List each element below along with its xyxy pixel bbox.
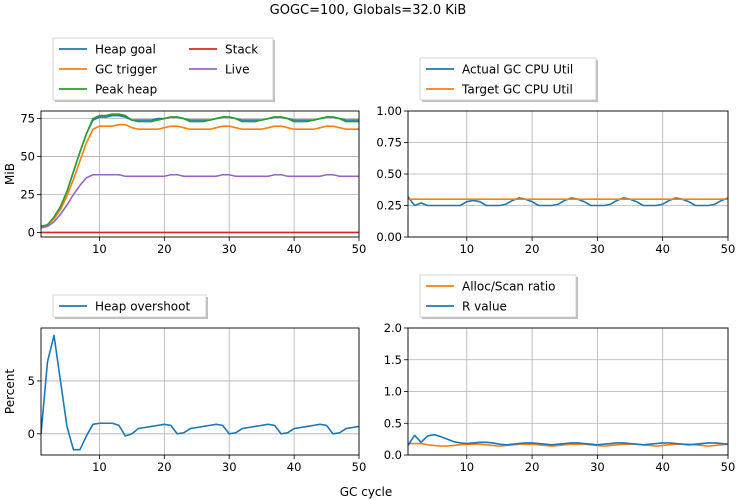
series-line-1 xyxy=(41,334,359,451)
y-tick-label: 2.0 xyxy=(384,321,402,335)
series-line-1 xyxy=(408,196,728,207)
legend-entry: Target GC CPU Util xyxy=(461,83,573,97)
legend: Heap goal GC trigger Peak heap Stack Live xyxy=(52,37,275,102)
x-tick-label: 30 xyxy=(222,242,237,256)
legend: Alloc/Scan ratio R value xyxy=(419,274,578,319)
y-tick-label: 0.25 xyxy=(376,199,402,213)
y-tick-label: 0 xyxy=(28,427,35,441)
legend: Heap overshoot xyxy=(52,294,208,319)
y-tick-label: 0.75 xyxy=(376,136,402,150)
y-tick-label: 1.00 xyxy=(376,104,402,118)
legend-entry: Stack xyxy=(225,43,258,57)
y-tick-label: 1.5 xyxy=(384,353,402,367)
y-tick-label: 0.00 xyxy=(376,230,402,244)
y-tick-label: 0.0 xyxy=(384,448,402,462)
x-tick-label: 20 xyxy=(157,242,172,256)
legend-entry: Live xyxy=(225,63,250,77)
x-tick-label: 30 xyxy=(590,460,605,474)
legend-box xyxy=(52,37,274,101)
y-tick-label: 0.5 xyxy=(384,416,402,430)
series-line-5 xyxy=(41,173,359,229)
y-tick-label: 0 xyxy=(28,225,35,239)
x-tick-label: 10 xyxy=(92,242,107,256)
series-line-1 xyxy=(408,442,728,447)
x-tick-label: 50 xyxy=(721,242,736,256)
legend-entry: Heap goal xyxy=(95,43,156,57)
legend-box xyxy=(419,57,597,101)
series-line-2 xyxy=(408,433,728,446)
y-tick-label: 1.0 xyxy=(384,385,402,399)
x-tick-label: 30 xyxy=(222,460,237,474)
legend-entry: Heap overshoot xyxy=(95,300,190,314)
legend-box xyxy=(419,274,577,318)
x-tick-label: 40 xyxy=(287,242,302,256)
x-tick-label: 40 xyxy=(287,460,302,474)
y-axis-label: MiB xyxy=(3,163,17,185)
axes-frame xyxy=(40,327,360,456)
legend-entry: Actual GC CPU Util xyxy=(462,63,573,77)
legend-entry: Alloc/Scan ratio xyxy=(462,280,556,294)
y-tick-label: 75 xyxy=(20,112,35,126)
legend-entry: GC trigger xyxy=(95,63,157,77)
x-tick-label: 40 xyxy=(655,242,670,256)
x-tick-label: 20 xyxy=(525,242,540,256)
x-tick-label: 40 xyxy=(655,460,670,474)
series-line-2 xyxy=(41,123,359,228)
y-tick-label: 25 xyxy=(20,187,35,201)
y-tick-label: 5 xyxy=(28,374,35,388)
legend: Actual GC CPU Util Target GC CPU Util xyxy=(419,57,598,102)
x-tick-label: 20 xyxy=(525,460,540,474)
x-tick-label: 50 xyxy=(352,242,367,256)
figure-title: GOGC=100, Globals=32.0 KiB xyxy=(270,3,467,18)
legend-entry: Peak heap xyxy=(95,83,157,97)
series-line-3 xyxy=(41,113,359,228)
axes-frame xyxy=(40,110,360,238)
series-line-1 xyxy=(41,114,359,228)
x-tick-label: 10 xyxy=(459,460,474,474)
x-tick-label: 50 xyxy=(721,460,736,474)
legend-entry: R value xyxy=(462,300,507,314)
y-tick-label: 50 xyxy=(20,150,35,164)
chart-panel-1: 10 20 30 40 50 0 25 50 75 MiB Heap goal GC trigger P… xyxy=(3,37,367,256)
x-tick-label: 30 xyxy=(590,242,605,256)
x-tick-label: 10 xyxy=(92,460,107,474)
x-tick-label: 10 xyxy=(459,242,474,256)
chart-panel-2: 10 20 30 40 50 0.00 0.25 0.50 0.75 1.00 Actual GC … xyxy=(376,57,736,256)
x-tick-label: 50 xyxy=(352,460,367,474)
x-tick-label: 20 xyxy=(157,460,172,474)
legend-box xyxy=(52,294,207,318)
y-tick-label: 0.50 xyxy=(376,167,402,181)
chart-panel-4: 10 20 30 40 50 0.0 0.5 1.0 1.5 2.0 Alloc/Scan rati… xyxy=(384,274,736,474)
shared-x-axis-label: GC cycle xyxy=(340,485,393,499)
chart-panel-3: 10 20 30 40 50 0 5 Percent Heap overshoot xyxy=(3,294,367,474)
y-axis-label: Percent xyxy=(3,369,17,414)
